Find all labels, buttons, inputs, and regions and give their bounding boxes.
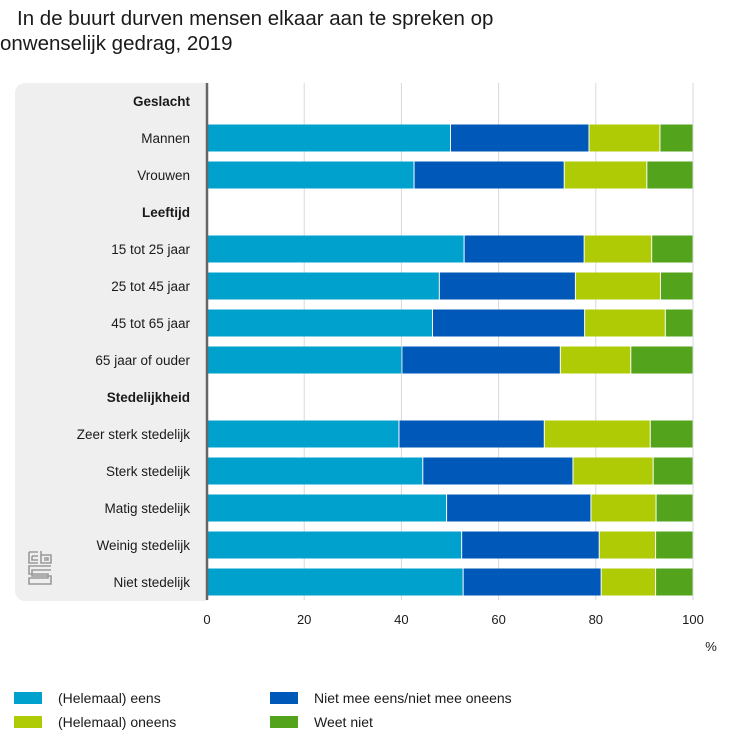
gridlines — [303, 83, 694, 600]
bar-sterk-stedelijk-series-1 — [208, 457, 423, 485]
bar-15-tot-25-jaar-series-4 — [652, 235, 693, 263]
legend-swatch-oneens — [14, 716, 42, 728]
chart-title-line-2: onwenselijk gedrag, 2019 — [0, 32, 233, 55]
bars — [208, 124, 693, 596]
bar-25-tot-45-jaar-series-1 — [208, 272, 439, 300]
category-label-15-tot-25-jaar: 15 tot 25 jaar — [111, 242, 190, 257]
group-header-leeftijd: Leeftijd — [142, 205, 190, 220]
x-tick-label-0: 0 — [203, 612, 210, 627]
bar-weinig-stedelijk-series-3 — [599, 531, 656, 559]
chart-title-line-1: In de buurt durven mensen elkaar aan te … — [17, 7, 494, 30]
bar-matig-stedelijk-series-2 — [447, 494, 591, 522]
bar-15-tot-25-jaar-series-1 — [208, 235, 464, 263]
bar-65-jaar-of-ouder-series-1 — [208, 346, 402, 374]
bar-vrouwen-series-2 — [414, 161, 564, 189]
bar-25-tot-45-jaar-series-3 — [575, 272, 660, 300]
bar-mannen-series-3 — [589, 124, 660, 152]
bar-weinig-stedelijk-series-1 — [208, 531, 462, 559]
bar-sterk-stedelijk-series-2 — [423, 457, 573, 485]
bar-sterk-stedelijk-series-3 — [573, 457, 653, 485]
group-header-geslacht: Geslacht — [133, 94, 191, 109]
cbs-logo-icon — [28, 551, 52, 585]
legend-item-neutraal: Niet mee eens/niet mee oneens — [270, 688, 740, 708]
bar-weinig-stedelijk-series-4 — [656, 531, 693, 559]
bar-vrouwen-series-1 — [208, 161, 414, 189]
bar-25-tot-45-jaar-series-2 — [439, 272, 575, 300]
category-label-45-tot-65-jaar: 45 tot 65 jaar — [111, 316, 190, 331]
bar-45-tot-65-jaar-series-1 — [208, 309, 433, 337]
x-tick-label-20: 20 — [297, 612, 311, 627]
legend-item-oneens: (Helemaal) oneens — [14, 712, 254, 732]
chart-title: In de buurt durven mensen elkaar aan te … — [0, 6, 745, 56]
x-tick-label-80: 80 — [589, 612, 603, 627]
legend-swatch-eens — [14, 692, 42, 704]
legend-label-neutraal: Niet mee eens/niet mee oneens — [314, 690, 512, 706]
bar-niet-stedelijk-series-4 — [656, 568, 693, 596]
category-label-matig-stedelijk: Matig stedelijk — [104, 501, 190, 516]
x-tick-label-60: 60 — [491, 612, 505, 627]
bar-niet-stedelijk-series-1 — [208, 568, 463, 596]
bar-zeer-sterk-stedelijk-series-2 — [399, 420, 544, 448]
bar-vrouwen-series-4 — [647, 161, 693, 189]
bar-45-tot-65-jaar-series-4 — [665, 309, 693, 337]
bar-vrouwen-series-3 — [564, 161, 647, 189]
bar-matig-stedelijk-series-1 — [208, 494, 447, 522]
x-axis-ticks: 0 20 40 60 80 100 — [203, 612, 703, 627]
category-label-niet-stedelijk: Niet stedelijk — [113, 575, 190, 590]
legend-item-weet-niet: Weet niet — [270, 712, 740, 732]
bar-weinig-stedelijk-series-2 — [462, 531, 599, 559]
bar-65-jaar-of-ouder-series-3 — [560, 346, 631, 374]
bar-45-tot-65-jaar-series-3 — [585, 309, 665, 337]
category-label-65-jaar-of-ouder: 65 jaar of ouder — [95, 353, 190, 368]
bar-matig-stedelijk-series-3 — [591, 494, 656, 522]
category-label-panel — [15, 83, 207, 601]
bar-65-jaar-of-ouder-series-2 — [402, 346, 560, 374]
legend-swatch-neutraal — [270, 692, 298, 704]
legend: (Helemaal) eens Niet mee eens/niet mee o… — [0, 682, 750, 742]
group-header-stedelijkheid: Stedelijkheid — [107, 390, 190, 405]
legend-label-weet-niet: Weet niet — [314, 714, 373, 730]
x-axis-unit-label: % — [705, 639, 717, 654]
bar-45-tot-65-jaar-series-2 — [433, 309, 585, 337]
bar-niet-stedelijk-series-3 — [601, 568, 656, 596]
category-labels: Geslacht Mannen Vrouwen Leeftijd 15 tot 25 j… — [77, 94, 191, 590]
legend-swatch-weet-niet — [270, 716, 298, 728]
x-tick-label-40: 40 — [394, 612, 408, 627]
bar-15-tot-25-jaar-series-3 — [584, 235, 652, 263]
category-label-mannen: Mannen — [141, 131, 190, 146]
bar-mannen-series-4 — [660, 124, 693, 152]
bar-mannen-series-2 — [450, 124, 589, 152]
bar-zeer-sterk-stedelijk-series-4 — [650, 420, 693, 448]
bar-sterk-stedelijk-series-4 — [653, 457, 693, 485]
bar-niet-stedelijk-series-2 — [463, 568, 601, 596]
category-label-zeer-sterk-stedelijk: Zeer sterk stedelijk — [77, 427, 191, 442]
legend-item-eens: (Helemaal) eens — [14, 688, 254, 708]
legend-label-oneens: (Helemaal) oneens — [58, 714, 177, 730]
category-label-vrouwen: Vrouwen — [137, 168, 190, 183]
category-label-sterk-stedelijk: Sterk stedelijk — [106, 464, 190, 479]
category-label-25-tot-45-jaar: 25 tot 45 jaar — [111, 279, 190, 294]
stacked-bar-chart: Geslacht Mannen Vrouwen Leeftijd 15 tot 25 j… — [77, 83, 717, 654]
bar-15-tot-25-jaar-series-2 — [464, 235, 584, 263]
category-label-weinig-stedelijk: Weinig stedelijk — [96, 538, 190, 553]
bar-25-tot-45-jaar-series-4 — [660, 272, 693, 300]
x-tick-label-100: 100 — [682, 612, 704, 627]
bar-matig-stedelijk-series-4 — [656, 494, 693, 522]
bar-zeer-sterk-stedelijk-series-3 — [544, 420, 650, 448]
bar-zeer-sterk-stedelijk-series-1 — [208, 420, 399, 448]
bar-mannen-series-1 — [208, 124, 450, 152]
legend-label-eens: (Helemaal) eens — [58, 690, 161, 706]
bar-65-jaar-of-ouder-series-4 — [631, 346, 693, 374]
